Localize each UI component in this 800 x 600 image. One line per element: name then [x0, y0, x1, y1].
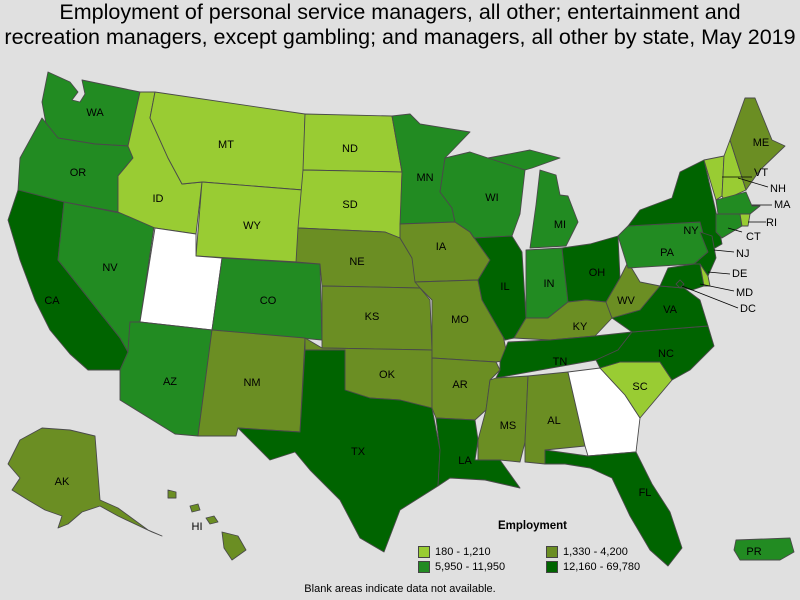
state-label-ks: KS: [365, 311, 380, 323]
state-label-nj: NJ: [736, 248, 749, 260]
state-il[interactable]: [469, 231, 527, 341]
state-label-wy: WY: [243, 220, 261, 232]
state-hi[interactable]: [167, 489, 247, 561]
state-label-mo: MO: [451, 314, 469, 326]
state-label-nm: NM: [243, 377, 260, 389]
state-label-mi: MI: [554, 219, 566, 231]
legend-item-c3: 5,950 - 11,950: [418, 561, 505, 573]
state-label-hi: HI: [192, 521, 203, 533]
state-label-nh: NH: [770, 183, 786, 195]
state-label-ar: AR: [452, 379, 467, 391]
state-label-tx: TX: [351, 446, 366, 458]
state-label-wa: WA: [86, 107, 104, 119]
state-label-va: VA: [663, 304, 678, 316]
state-la[interactable]: [435, 417, 521, 489]
state-label-ri: RI: [766, 217, 777, 229]
state-label-pa: PA: [660, 247, 675, 259]
state-mi[interactable]: [487, 149, 579, 249]
state-label-tn: TN: [553, 356, 568, 368]
state-label-in: IN: [544, 278, 555, 290]
state-label-al: AL: [547, 415, 560, 427]
legend-item-c1: 180 - 1,210: [418, 546, 491, 558]
state-label-id: ID: [153, 193, 164, 205]
legend-label-c4: 12,160 - 69,780: [563, 561, 641, 573]
state-label-md: MD: [736, 287, 753, 299]
state-nc[interactable]: [595, 325, 715, 381]
state-label-de: DE: [732, 268, 747, 280]
legend-swatch-c4: [546, 561, 558, 573]
state-label-mn: MN: [416, 172, 433, 184]
state-label-oh: OH: [589, 267, 606, 279]
state-label-wi: WI: [485, 192, 498, 204]
state-label-az: AZ: [163, 376, 177, 388]
state-label-la: LA: [458, 455, 472, 467]
legend-label-c3: 5,950 - 11,950: [435, 561, 506, 573]
state-fl[interactable]: [544, 449, 683, 567]
state-label-il: IL: [500, 281, 509, 293]
legend-item-c4: 12,160 - 69,780: [546, 561, 640, 573]
state-label-ca: CA: [44, 295, 60, 307]
state-label-me: ME: [753, 137, 770, 149]
legend-swatch-c2: [546, 546, 558, 558]
state-label-co: CO: [260, 295, 277, 307]
state-label-or: OR: [70, 167, 87, 179]
state-ct[interactable]: [715, 213, 743, 239]
state-label-sc: SC: [632, 381, 647, 393]
state-wv[interactable]: [605, 261, 661, 319]
state-label-ny: NY: [683, 225, 699, 237]
legend-label-c1: 180 - 1,210: [435, 546, 491, 558]
title-line-2: recreation managers, except gambling; an…: [4, 25, 796, 49]
title-line-1: Employment of personal service managers,…: [59, 0, 741, 24]
state-label-ma: MA: [774, 199, 791, 211]
state-label-dc: DC: [740, 303, 756, 315]
state-me[interactable]: [729, 97, 786, 191]
state-ks[interactable]: [321, 285, 433, 351]
state-label-ak: AK: [55, 476, 70, 488]
state-label-ky: KY: [573, 321, 588, 333]
state-label-sd: SD: [342, 199, 357, 211]
state-label-pr: PR: [746, 546, 761, 558]
state-label-ct: CT: [746, 231, 761, 243]
state-label-wv: WV: [617, 295, 635, 307]
state-label-ms: MS: [500, 420, 517, 432]
state-ri[interactable]: [739, 213, 751, 227]
state-label-fl: FL: [639, 487, 652, 499]
state-tx[interactable]: [237, 349, 441, 553]
state-label-ia: IA: [436, 241, 447, 253]
legend-item-c2: 1,330 - 4,200: [546, 546, 628, 558]
state-label-ok: OK: [379, 369, 396, 381]
legend-swatch-c3: [418, 561, 430, 573]
state-label-ne: NE: [349, 256, 364, 268]
state-label-nd: ND: [342, 143, 358, 155]
footnote: Blank areas indicate data not available.: [304, 583, 496, 595]
state-label-vt: VT: [754, 167, 768, 179]
state-label-nv: NV: [102, 262, 118, 274]
legend-label-c2: 1,330 - 4,200: [563, 546, 628, 558]
map-title: Employment of personal service managers,…: [0, 0, 800, 50]
map-legend: Employment 180 - 1,210 1,330 - 4,200 5,9…: [413, 520, 663, 580]
state-label-mt: MT: [218, 139, 234, 151]
state-pr[interactable]: [733, 537, 795, 561]
state-ak[interactable]: [7, 427, 163, 537]
state-label-nc: NC: [658, 348, 674, 360]
legend-title: Employment: [498, 520, 568, 532]
legend-swatch-c1: [418, 546, 430, 558]
